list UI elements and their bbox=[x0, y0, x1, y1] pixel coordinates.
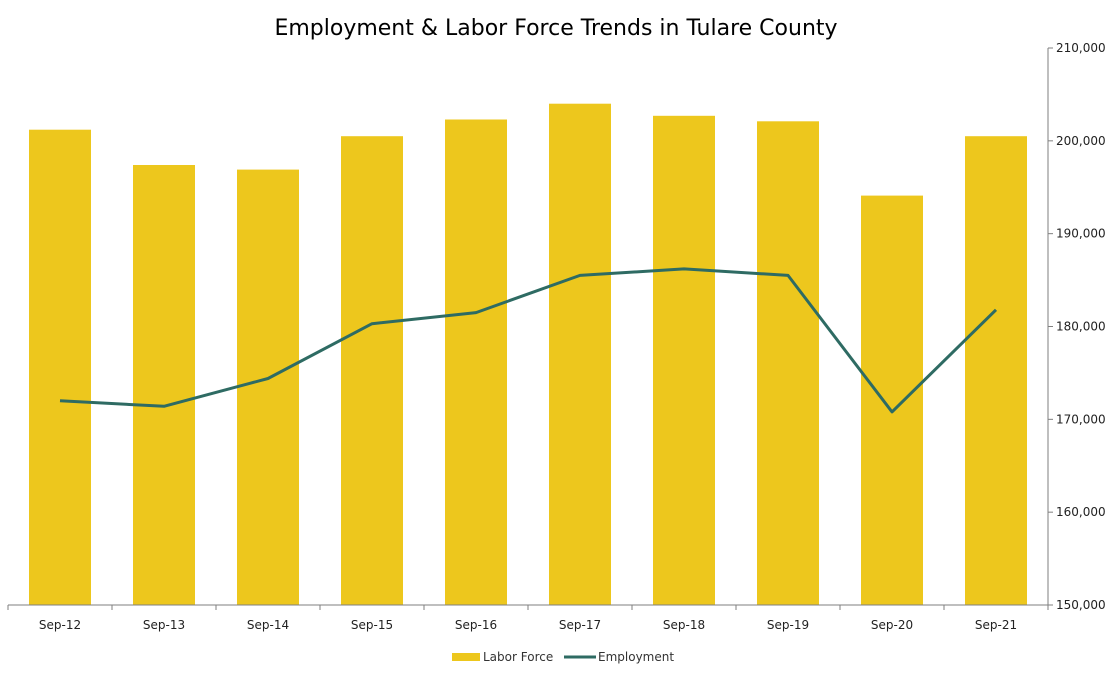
legend-swatch-labor-force bbox=[452, 653, 480, 661]
x-tick-label: Sep-19 bbox=[767, 618, 809, 632]
x-tick-label: Sep-12 bbox=[39, 618, 81, 632]
x-tick-label: Sep-14 bbox=[247, 618, 289, 632]
y-tick-label: 200,000 bbox=[1056, 134, 1106, 148]
legend-label-employment: Employment bbox=[598, 650, 674, 664]
labor-force-bar-sep-12 bbox=[29, 129, 91, 605]
y-tick-label: 160,000 bbox=[1056, 505, 1106, 519]
employment-line bbox=[59, 267, 998, 414]
y-tick-label: 180,000 bbox=[1056, 320, 1106, 334]
y-tick-label: 190,000 bbox=[1056, 227, 1106, 241]
x-tick-label: Sep-18 bbox=[663, 618, 705, 632]
labor-force-bar-sep-20 bbox=[861, 195, 923, 605]
y-tick-label: 210,000 bbox=[1056, 41, 1106, 55]
x-axis: Sep-12 Sep-13 Sep-14 Sep-15 Sep-16 Sep-17 Sep-… bbox=[7, 604, 1049, 632]
y-tick-label: 170,000 bbox=[1056, 412, 1106, 426]
line-layer bbox=[59, 267, 998, 414]
bars-layer bbox=[29, 103, 1027, 606]
labor-force-bar-sep-16 bbox=[445, 119, 507, 605]
x-tick-label: Sep-16 bbox=[455, 618, 497, 632]
labor-force-bar-sep-13 bbox=[133, 165, 195, 605]
x-tick-label: Sep-20 bbox=[871, 618, 913, 632]
x-tick-label: Sep-17 bbox=[559, 618, 601, 632]
labor-force-bar-sep-17 bbox=[549, 103, 611, 605]
x-tick-label: Sep-21 bbox=[975, 618, 1017, 632]
x-tick-label: Sep-13 bbox=[143, 618, 185, 632]
legend: Labor Force Employment bbox=[452, 650, 674, 664]
labor-force-bar-sep-21 bbox=[965, 136, 1027, 605]
labor-force-bar-sep-18 bbox=[653, 115, 715, 606]
x-tick-label: Sep-15 bbox=[351, 618, 393, 632]
legend-label-labor-force: Labor Force bbox=[483, 650, 553, 664]
labor-force-bar-sep-14 bbox=[237, 169, 299, 605]
y-axis: 150,000 160,000 170,000 180,000 190,000 200,0… bbox=[1047, 41, 1106, 612]
chart-title: Employment & Labor Force Trends in Tular… bbox=[274, 16, 837, 41]
y-tick-label: 150,000 bbox=[1056, 598, 1106, 612]
labor-force-bar-sep-19 bbox=[757, 121, 819, 606]
labor-force-bar-sep-15 bbox=[341, 136, 403, 605]
